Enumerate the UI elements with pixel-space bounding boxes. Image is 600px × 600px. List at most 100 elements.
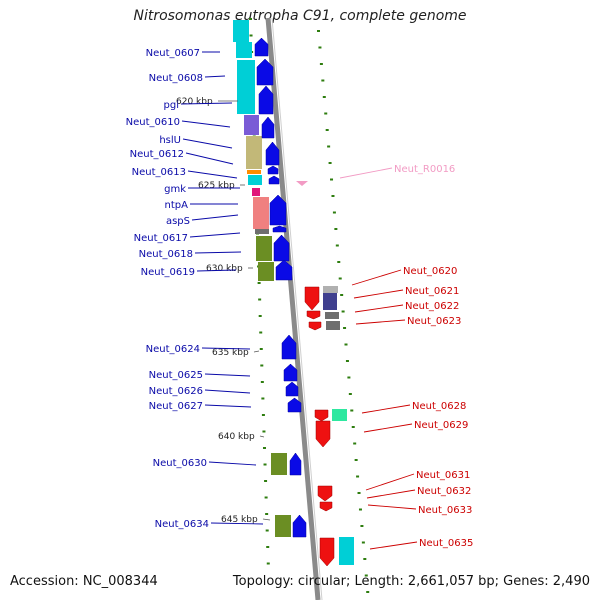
left-gene-label: gmk: [164, 184, 186, 195]
gene-arrow-reverse: [308, 321, 322, 331]
left-gene-label: pgi: [164, 100, 179, 111]
tick-mark-left: [261, 397, 265, 400]
right-gene-label: Neut_0622: [405, 301, 459, 312]
gene-arrow-reverse: [314, 409, 329, 422]
category-box: [233, 20, 249, 42]
tick-mark-left: [263, 463, 267, 466]
tick-mark-right: [354, 459, 358, 461]
left-gene-label: Neut_0613: [132, 167, 186, 178]
gene-arrow-forward: [261, 116, 275, 139]
gene-arrow-forward: [258, 85, 274, 115]
left-gene-label: Neut_0607: [146, 48, 200, 59]
left-gene-label: hslU: [159, 135, 181, 146]
tick-mark-right: [322, 96, 326, 98]
rna-gene-marker: [296, 181, 308, 186]
right-gene-label: Neut_0620: [403, 266, 457, 277]
left-label-pointer: [180, 102, 233, 105]
right-label-pointer: [366, 489, 416, 499]
left-gene-label: ntpA: [165, 200, 189, 211]
category-box: [247, 170, 261, 174]
gene-arrow-forward: [283, 363, 298, 382]
right-gene-label: Neut_0632: [417, 486, 471, 497]
gene-arrow-forward: [287, 397, 302, 413]
kbp-label: 640 kbp: [218, 432, 255, 442]
right-gene-label: Neut_0629: [414, 420, 468, 431]
left-label-pointer: [194, 251, 242, 254]
right-label-pointer: [369, 541, 418, 550]
left-gene-label: Neut_0608: [149, 73, 203, 84]
right-label-pointer: [353, 289, 404, 299]
gene-arrow-reverse: [319, 537, 335, 567]
right-label-pointer: [361, 404, 411, 414]
kbp-label: 620 kbp: [176, 97, 213, 107]
gene-arrow-forward: [275, 259, 293, 281]
tick-mark-right: [360, 525, 364, 527]
left-gene-label: Neut_0625: [149, 370, 203, 381]
left-gene-label: Neut_0624: [146, 344, 200, 355]
tick-mark-right: [319, 63, 323, 65]
accession-label: Accession: NC_008344: [10, 574, 158, 589]
tick-mark-left: [264, 480, 268, 482]
tick-mark-right: [347, 376, 351, 379]
gene-arrow-forward: [256, 58, 274, 86]
category-box: [339, 537, 354, 565]
tick-mark-right: [364, 574, 368, 577]
tick-mark-right: [348, 393, 352, 395]
gene-arrow-reverse: [306, 310, 321, 320]
kbp-pointer: [259, 435, 265, 438]
category-box: [275, 515, 291, 537]
tick-mark-right: [345, 360, 349, 362]
gene-arrow-forward: [272, 225, 287, 233]
right-label-pointer: [367, 504, 417, 510]
left-label-pointer: [196, 269, 237, 272]
left-gene-label: aspS: [166, 216, 190, 227]
tick-mark-right: [351, 426, 355, 428]
tick-mark-left: [249, 34, 253, 37]
tick-mark-right: [344, 343, 348, 346]
gene-arrow-forward: [269, 194, 287, 226]
tick-mark-right: [330, 178, 334, 181]
right-label-pointer: [354, 304, 404, 313]
left-gene-label: Neut_0610: [126, 117, 180, 128]
kbp-pointer: [253, 350, 260, 353]
tick-mark-right: [334, 228, 338, 230]
left-label-pointer: [187, 170, 238, 179]
tick-mark-left: [266, 562, 270, 565]
category-box: [271, 453, 287, 475]
left-label-pointer: [204, 373, 251, 377]
category-box: [326, 321, 340, 330]
tick-mark-left: [260, 381, 264, 383]
tick-mark-left: [261, 414, 265, 416]
right-label-pointer: [351, 269, 402, 286]
right-gene-label: Neut_0635: [419, 538, 473, 549]
tick-mark-right: [341, 310, 345, 313]
category-box: [323, 286, 338, 293]
left-label-pointer: [201, 347, 251, 350]
genome-backbone-highlight: [271, 17, 323, 600]
tick-mark-left: [262, 447, 266, 449]
left-label-pointer: [182, 138, 233, 149]
tick-mark-left: [262, 430, 266, 433]
left-label-pointer: [208, 461, 257, 466]
right-label-pointer: [339, 167, 393, 179]
left-gene-label: Neut_0634: [155, 519, 209, 530]
right-gene-label: Neut_0621: [405, 286, 459, 297]
tick-mark-left: [249, 18, 252, 20]
tick-mark-right: [337, 261, 341, 263]
left-gene-label: Neut_0626: [149, 386, 203, 397]
right-label-pointer: [365, 473, 415, 491]
tick-mark-right: [358, 508, 362, 511]
left-label-pointer: [204, 404, 252, 408]
tick-mark-right: [324, 112, 328, 115]
tick-mark-right: [361, 541, 365, 544]
category-box: [258, 262, 274, 281]
gene-arrow-reverse: [315, 420, 331, 448]
kbp-label: 630 kbp: [206, 264, 243, 274]
left-label-pointer: [204, 389, 251, 394]
tick-mark-right: [340, 294, 344, 296]
tick-mark-right: [350, 409, 354, 412]
right-gene-label: Neut_0631: [416, 470, 470, 481]
gene-arrow-reverse: [319, 501, 333, 512]
tick-mark-left: [258, 298, 262, 301]
left-gene-label: Neut_0618: [139, 249, 193, 260]
